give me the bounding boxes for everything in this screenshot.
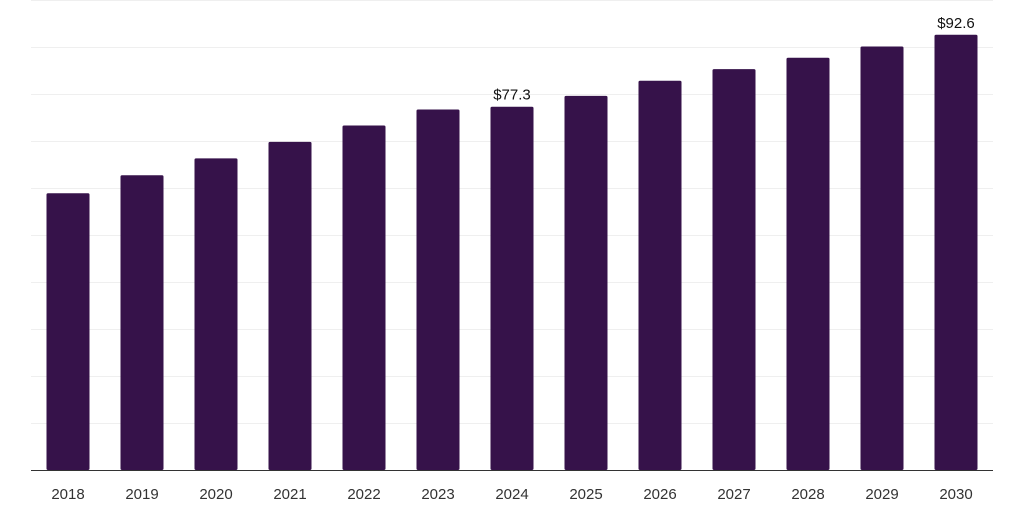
- x-tick-label: 2020: [199, 486, 232, 503]
- bar-2022: [342, 125, 386, 470]
- x-tick-label: 2024: [495, 486, 528, 503]
- x-tick-label: 2018: [51, 486, 84, 503]
- bar-2018: [46, 193, 90, 470]
- data-label-2030: $92.6: [937, 15, 975, 32]
- bars: [46, 34, 978, 471]
- bar-2024: [490, 106, 534, 470]
- x-tick-label: 2025: [569, 486, 602, 503]
- x-tick-label: 2026: [643, 486, 676, 503]
- bar-2020: [194, 158, 238, 470]
- bar-2025: [564, 95, 608, 471]
- x-tick-label: 2021: [273, 486, 306, 503]
- bar-2028: [786, 57, 830, 471]
- x-axis-ticks: 2018 2019 2020 2021 2022 2023 2024 2025 2026 2027…: [51, 486, 972, 503]
- x-tick-label: 2029: [865, 486, 898, 503]
- x-tick-label: 2023: [421, 486, 454, 503]
- bar-2027: [712, 69, 756, 470]
- bar-2030: [934, 34, 978, 471]
- x-tick-label: 2022: [347, 486, 380, 503]
- x-tick-label: 2030: [939, 486, 972, 503]
- bar-2026: [638, 80, 682, 471]
- x-tick-label: 2027: [717, 486, 750, 503]
- bar-2023: [416, 109, 460, 470]
- data-label-2024: $77.3: [493, 87, 531, 104]
- x-tick-label: 2019: [125, 486, 158, 503]
- bar-2029: [860, 46, 904, 470]
- data-labels: $77.3 $92.6: [493, 15, 975, 104]
- bar-2019: [120, 175, 164, 471]
- bar-2021: [268, 141, 312, 470]
- x-tick-label: 2028: [791, 486, 824, 503]
